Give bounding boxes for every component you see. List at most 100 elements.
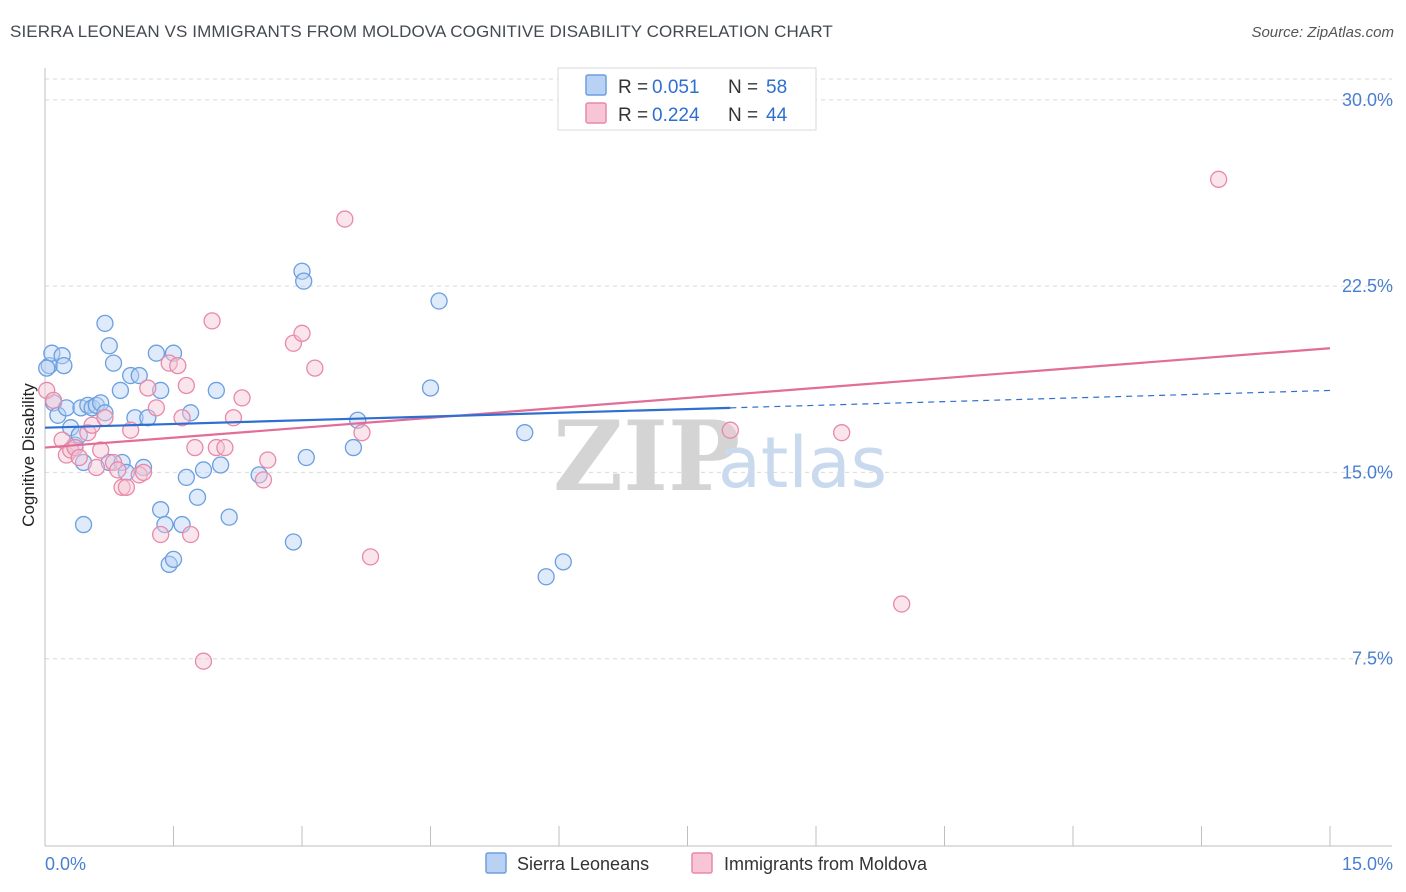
legend-pink-r-label: R = [618, 105, 648, 126]
data-point [177, 468, 196, 487]
data-point [96, 404, 114, 422]
data-point [188, 488, 207, 506]
correlation-legend: R = 0.051 N = 58 R = 0.224 N = 44 [557, 67, 817, 131]
grid-lines [45, 78, 1392, 660]
data-point [134, 463, 153, 482]
series-immigrants-from-moldova [38, 170, 1228, 670]
bottom-legend-swatch-pink [691, 852, 713, 874]
data-point [113, 478, 131, 496]
data-point [233, 389, 251, 407]
data-point [156, 515, 174, 534]
data-point [151, 381, 170, 400]
watermark-zip: ZIP [553, 400, 740, 513]
data-point [220, 508, 238, 526]
data-point [186, 438, 204, 457]
data-point [1209, 170, 1228, 188]
data-point [147, 344, 166, 362]
watermark-atlas: atlas [718, 422, 887, 504]
data-point [173, 409, 191, 427]
legend-blue-r-label: R = [618, 77, 648, 98]
y-tick-label: 7.5% [1352, 649, 1393, 669]
data-point [554, 553, 572, 571]
data-point [151, 501, 170, 519]
data-point [117, 478, 136, 496]
legend-blue-n-label: N = [728, 77, 758, 98]
bottom-legend-pink-label: Immigrants from Moldova [724, 854, 928, 874]
data-point [139, 379, 157, 397]
y-axis-label: Cognitive Disability [19, 383, 38, 527]
x-tick-label: 15.0% [1342, 854, 1393, 874]
x-tick-label: 0.0% [45, 854, 86, 874]
chart-title: SIERRA LEONEAN VS IMMIGRANTS FROM MOLDOV… [10, 22, 833, 41]
data-point [203, 312, 221, 330]
data-point [430, 292, 448, 310]
data-point [194, 652, 213, 670]
data-point [111, 381, 130, 400]
series-legend: Sierra Leoneans Immigrants from Moldova [485, 852, 928, 874]
data-point [336, 210, 354, 228]
legend-blue-r-value: 0.051 [652, 77, 700, 98]
tick-labels: 7.5% 15.0% 22.5% 30.0% 0.0% 15.0% [45, 90, 1393, 874]
data-point [55, 356, 73, 375]
data-point [100, 337, 118, 355]
data-point [721, 421, 739, 439]
legend-pink-n-label: N = [728, 105, 758, 126]
data-point [421, 379, 440, 397]
data-point [259, 451, 277, 469]
data-point [306, 359, 324, 377]
data-point [254, 471, 273, 489]
legend-swatch-blue [585, 74, 607, 96]
source-label: Source: ZipAtlas.com [1251, 24, 1394, 41]
data-point [74, 515, 93, 534]
data-point [130, 366, 148, 385]
data-point [353, 424, 371, 442]
data-point [297, 448, 315, 467]
data-point [147, 399, 166, 417]
legend-swatch-pink [585, 102, 607, 124]
data-point [87, 458, 106, 477]
data-point [284, 533, 303, 551]
bottom-legend-blue-label: Sierra Leoneans [517, 854, 649, 874]
data-point [177, 376, 196, 395]
data-point [295, 272, 313, 290]
data-point [833, 424, 851, 442]
data-point [151, 525, 170, 544]
axes [44, 68, 1392, 847]
data-point [104, 354, 123, 372]
data-point [181, 404, 200, 422]
data-point [216, 438, 234, 457]
legend-pink-r-value: 0.224 [652, 105, 700, 126]
data-point [207, 381, 225, 400]
data-point [194, 461, 213, 479]
data-point [109, 461, 127, 479]
data-point [57, 399, 76, 417]
y-tick-label: 15.0% [1342, 462, 1393, 482]
data-point [66, 438, 84, 457]
data-point [96, 314, 114, 333]
data-point [537, 568, 555, 586]
bottom-legend-swatch-blue [485, 852, 507, 874]
data-point [293, 324, 311, 342]
data-point [164, 550, 183, 569]
data-point [38, 381, 56, 400]
data-point [169, 356, 187, 375]
data-point [516, 424, 534, 442]
trend-lines [44, 347, 1331, 449]
legend-blue-n-value: 58 [766, 77, 787, 98]
watermark: ZIP atlas [553, 400, 887, 513]
series-sierra-leoneans [38, 262, 572, 586]
y-tick-label: 22.5% [1342, 276, 1393, 296]
trend-line-pink [44, 347, 1331, 449]
data-point [96, 409, 114, 427]
data-point [211, 456, 230, 474]
data-point [344, 438, 363, 457]
data-point [70, 448, 88, 467]
data-point [181, 525, 200, 544]
y-tick-label: 30.0% [1342, 90, 1393, 110]
trend-line-blue [44, 406, 731, 429]
data-point [38, 359, 56, 377]
legend-pink-n-value: 44 [766, 105, 788, 126]
data-point [893, 595, 911, 613]
data-point [361, 548, 380, 566]
